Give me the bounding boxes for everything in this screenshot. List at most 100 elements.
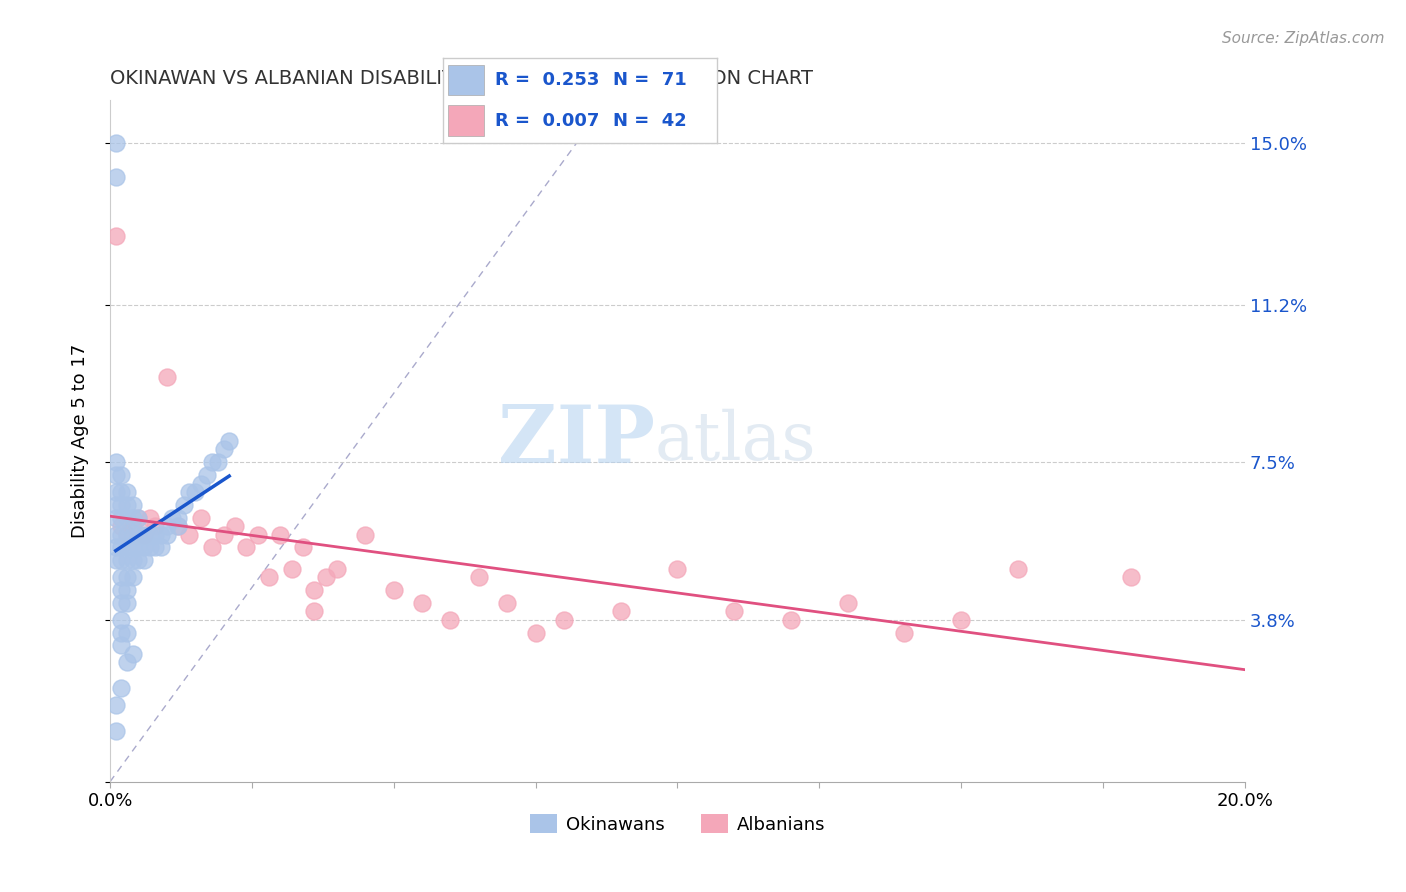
- Point: [104, 723, 127, 738]
- Point: [127, 541, 149, 555]
- Point: [115, 596, 138, 610]
- Point: [110, 596, 132, 610]
- Point: [167, 510, 190, 524]
- Point: [121, 519, 143, 533]
- Point: [104, 455, 127, 469]
- Text: atlas: atlas: [655, 409, 815, 474]
- Point: [666, 562, 689, 576]
- Point: [115, 541, 138, 555]
- Point: [132, 527, 155, 541]
- Point: [115, 582, 138, 597]
- Text: N =  71: N = 71: [613, 71, 686, 89]
- Point: [304, 582, 326, 597]
- Point: [207, 455, 229, 469]
- Point: [110, 553, 132, 567]
- Point: [150, 527, 173, 541]
- Point: [127, 527, 149, 541]
- Point: [382, 582, 405, 597]
- Point: [115, 656, 138, 670]
- Point: [104, 553, 127, 567]
- Point: [127, 553, 149, 567]
- Point: [218, 434, 240, 448]
- Point: [156, 527, 179, 541]
- Point: [326, 562, 349, 576]
- Point: [553, 613, 575, 627]
- Point: [893, 625, 915, 640]
- Point: [723, 604, 745, 618]
- Point: [110, 485, 132, 500]
- Point: [104, 136, 127, 150]
- Point: [110, 498, 132, 512]
- Point: [110, 639, 132, 653]
- Point: [145, 541, 167, 555]
- Point: [110, 613, 132, 627]
- Point: [354, 527, 377, 541]
- Point: [201, 541, 224, 555]
- Text: Source: ZipAtlas.com: Source: ZipAtlas.com: [1222, 31, 1385, 46]
- Point: [609, 604, 631, 618]
- Point: [115, 570, 138, 584]
- Point: [127, 510, 149, 524]
- Point: [121, 553, 143, 567]
- Point: [779, 613, 801, 627]
- Point: [235, 541, 257, 555]
- Point: [139, 541, 162, 555]
- Point: [104, 498, 127, 512]
- Point: [269, 527, 291, 541]
- FancyBboxPatch shape: [449, 105, 484, 136]
- Point: [121, 527, 143, 541]
- Point: [104, 527, 127, 541]
- Point: [110, 681, 132, 695]
- Point: [139, 527, 162, 541]
- Point: [104, 468, 127, 483]
- Point: [121, 510, 143, 524]
- Point: [257, 570, 280, 584]
- Point: [1007, 562, 1029, 576]
- Point: [173, 498, 195, 512]
- Point: [115, 485, 138, 500]
- Text: R =  0.007: R = 0.007: [495, 112, 599, 129]
- Point: [496, 596, 519, 610]
- Point: [145, 527, 167, 541]
- Point: [524, 625, 547, 640]
- Point: [1121, 570, 1143, 584]
- Point: [132, 553, 155, 567]
- Point: [195, 468, 218, 483]
- Point: [179, 527, 201, 541]
- Point: [104, 169, 127, 184]
- Point: [291, 541, 314, 555]
- Point: [304, 604, 326, 618]
- Point: [110, 510, 132, 524]
- Point: [184, 485, 207, 500]
- Point: [110, 570, 132, 584]
- Point: [150, 541, 173, 555]
- Point: [837, 596, 859, 610]
- Point: [104, 541, 127, 555]
- Point: [110, 527, 132, 541]
- Point: [110, 468, 132, 483]
- Point: [132, 541, 155, 555]
- Point: [115, 498, 138, 512]
- Point: [162, 510, 184, 524]
- Point: [439, 613, 461, 627]
- Point: [167, 519, 190, 533]
- Point: [246, 527, 269, 541]
- Point: [110, 519, 132, 533]
- Point: [156, 519, 179, 533]
- Point: [280, 562, 302, 576]
- Point: [145, 519, 167, 533]
- Point: [132, 527, 155, 541]
- Y-axis label: Disability Age 5 to 17: Disability Age 5 to 17: [72, 343, 89, 538]
- Point: [127, 510, 149, 524]
- Point: [190, 476, 212, 491]
- Text: ZIP: ZIP: [498, 402, 655, 480]
- Point: [104, 229, 127, 244]
- Point: [212, 527, 235, 541]
- Point: [104, 510, 127, 524]
- Point: [110, 582, 132, 597]
- Point: [224, 519, 246, 533]
- Point: [115, 510, 138, 524]
- Point: [156, 370, 179, 384]
- Point: [110, 541, 132, 555]
- Text: N =  42: N = 42: [613, 112, 686, 129]
